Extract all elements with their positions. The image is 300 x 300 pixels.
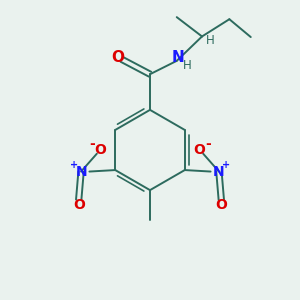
Text: N: N: [172, 50, 184, 65]
Text: -: -: [205, 136, 211, 151]
Text: N: N: [75, 164, 87, 178]
Text: O: O: [111, 50, 124, 65]
Text: -: -: [89, 136, 95, 151]
Text: N: N: [213, 164, 225, 178]
Text: O: O: [73, 198, 85, 212]
Text: H: H: [206, 34, 215, 46]
Text: O: O: [94, 143, 106, 157]
Text: +: +: [70, 160, 78, 170]
Text: +: +: [222, 160, 230, 170]
Text: O: O: [215, 198, 227, 212]
Text: O: O: [194, 143, 206, 157]
Text: H: H: [183, 59, 191, 72]
